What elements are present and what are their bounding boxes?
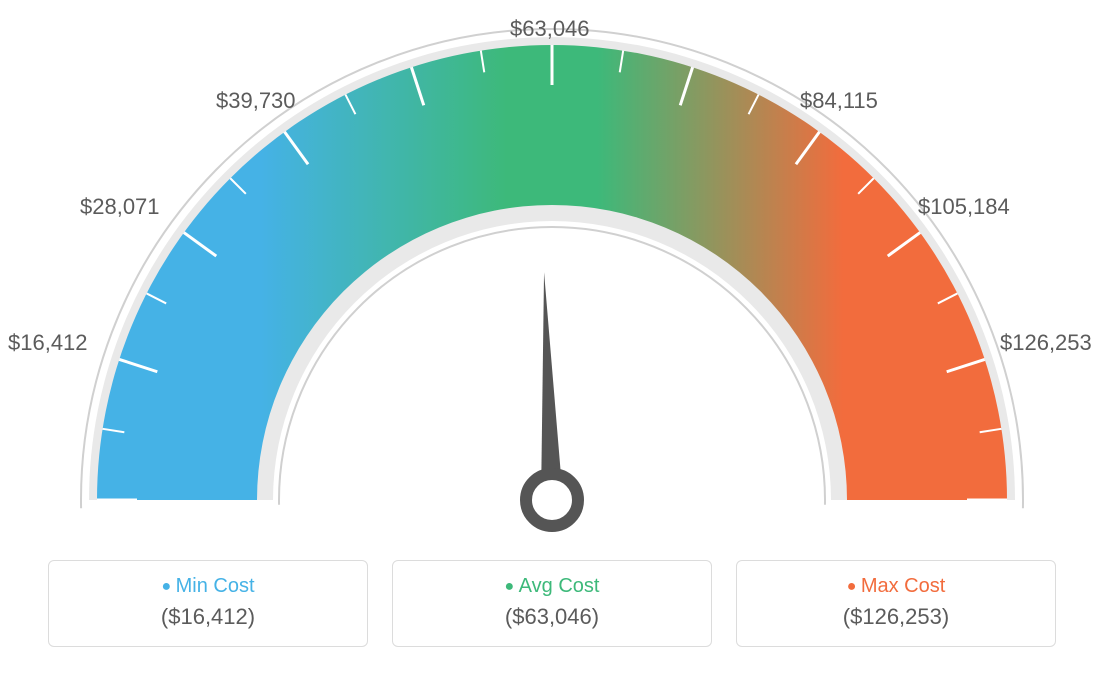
gauge-scale-label: $28,071 <box>80 194 160 220</box>
legend-value: ($16,412) <box>59 604 357 630</box>
gauge-chart: $16,412 $28,071 $39,730 $63,046 $84,115 $105,… <box>0 0 1104 560</box>
gauge-scale-label: $105,184 <box>918 194 1010 220</box>
legend-box: Avg Cost ($63,046) <box>392 560 712 647</box>
legend-title: Avg Cost <box>403 575 701 598</box>
legend-row: Min Cost ($16,412) Avg Cost ($63,046) Max Co… <box>0 560 1104 647</box>
gauge-scale-label: $63,046 <box>510 16 590 42</box>
gauge-svg <box>0 0 1104 560</box>
legend-value: ($126,253) <box>747 604 1045 630</box>
gauge-needle <box>541 272 563 500</box>
legend-value: ($63,046) <box>403 604 701 630</box>
legend-title: Min Cost <box>59 575 357 598</box>
legend-title: Max Cost <box>747 575 1045 598</box>
legend-box: Max Cost ($126,253) <box>736 560 1056 647</box>
gauge-scale-label: $126,253 <box>1000 330 1092 356</box>
legend-box: Min Cost ($16,412) <box>48 560 368 647</box>
gauge-scale-label: $84,115 <box>800 88 878 114</box>
gauge-scale-label: $39,730 <box>216 88 296 114</box>
gauge-scale-label: $16,412 <box>8 330 88 356</box>
